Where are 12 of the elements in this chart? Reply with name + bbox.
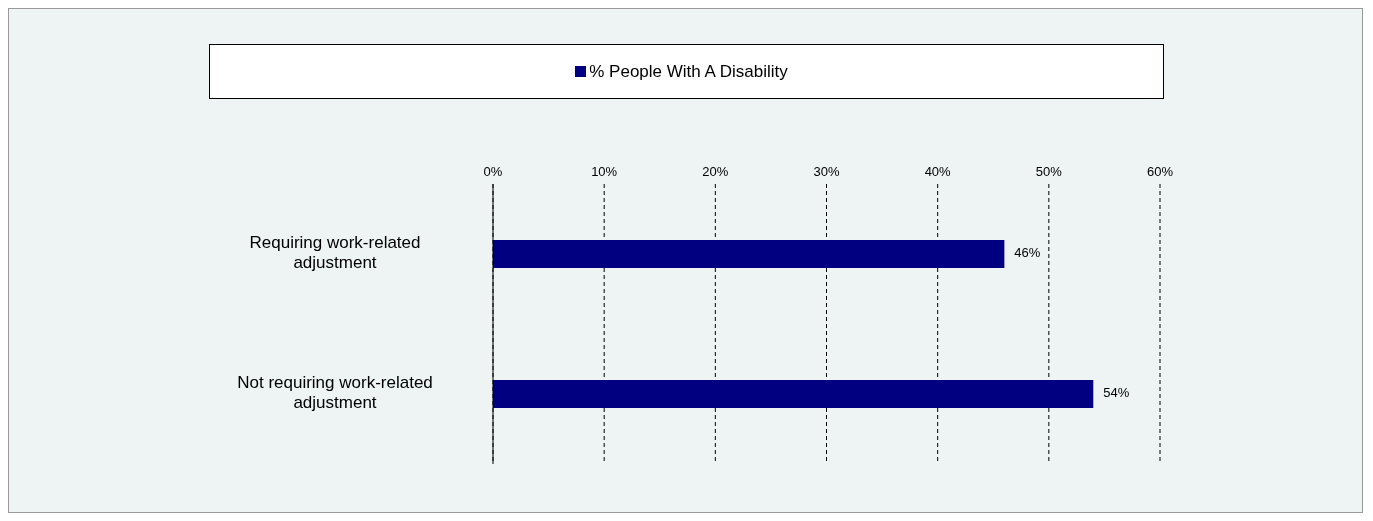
x-tick-label: 60% xyxy=(1146,164,1174,179)
x-tick-label: 30% xyxy=(813,164,840,179)
x-tick-label: 20% xyxy=(702,164,729,179)
legend-label: % People With A Disability xyxy=(589,61,788,82)
x-tick-label: 0% xyxy=(483,164,503,179)
y-tick-label: Requiring work-related adjustment xyxy=(249,233,421,273)
x-tick-label: 40% xyxy=(924,164,952,179)
y-tick-label: Not requiring work-related adjustment xyxy=(237,373,433,413)
x-tick-label: 10% xyxy=(591,164,618,179)
data-label: 54% xyxy=(1103,385,1130,401)
x-tick-label: 50% xyxy=(1035,164,1063,179)
data-label: 46% xyxy=(1014,245,1041,261)
